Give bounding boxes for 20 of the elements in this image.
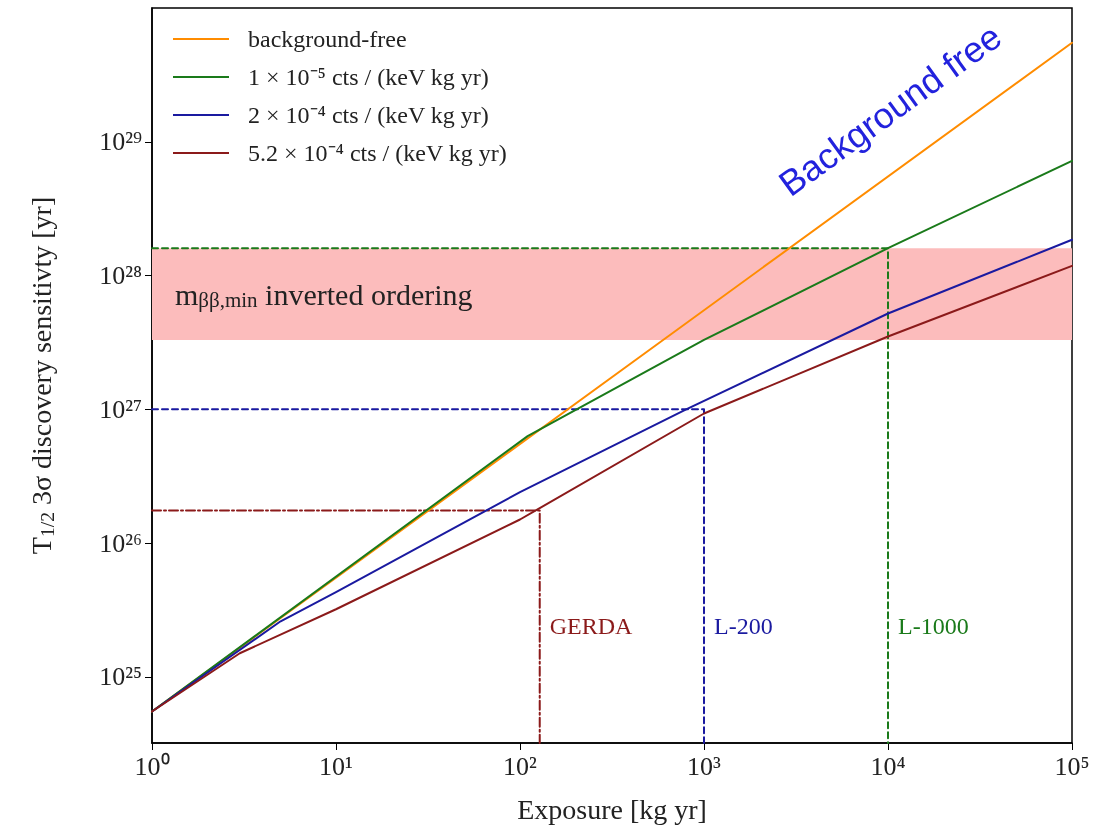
legend-label: background-free	[248, 26, 407, 52]
x-tick-label: 10²	[503, 751, 538, 781]
y-tick-label: 10²⁹	[99, 127, 142, 157]
legend-label: 1 × 10⁻⁵ cts / (keV kg yr)	[248, 64, 489, 90]
x-tick-label: 10³	[687, 751, 722, 781]
x-tick-label: 10¹	[319, 751, 353, 781]
y-tick-label: 10²⁸	[99, 261, 142, 291]
x-axis-title: Exposure [kg yr]	[517, 793, 707, 825]
y-tick-label: 10²⁷	[99, 394, 142, 424]
legend-label: 2 × 10⁻⁴ cts / (keV kg yr)	[248, 102, 489, 128]
y-axis-title: T1/2 3σ discovery sensitivty [yr]	[25, 196, 58, 555]
legend-label: 5.2 × 10⁻⁴ cts / (keV kg yr)	[248, 140, 507, 166]
annotation: GERDA	[549, 612, 634, 639]
x-tick-label: 10⁵	[1054, 751, 1090, 781]
x-tick-label: 10⁴	[870, 751, 906, 781]
y-tick-label: 10²⁶	[99, 528, 142, 558]
y-tick-label: 10²⁵	[99, 662, 142, 692]
x-tick-label: 10⁰	[134, 751, 170, 781]
annotation: L-200	[714, 612, 773, 639]
annotation: L-1000	[898, 612, 969, 639]
